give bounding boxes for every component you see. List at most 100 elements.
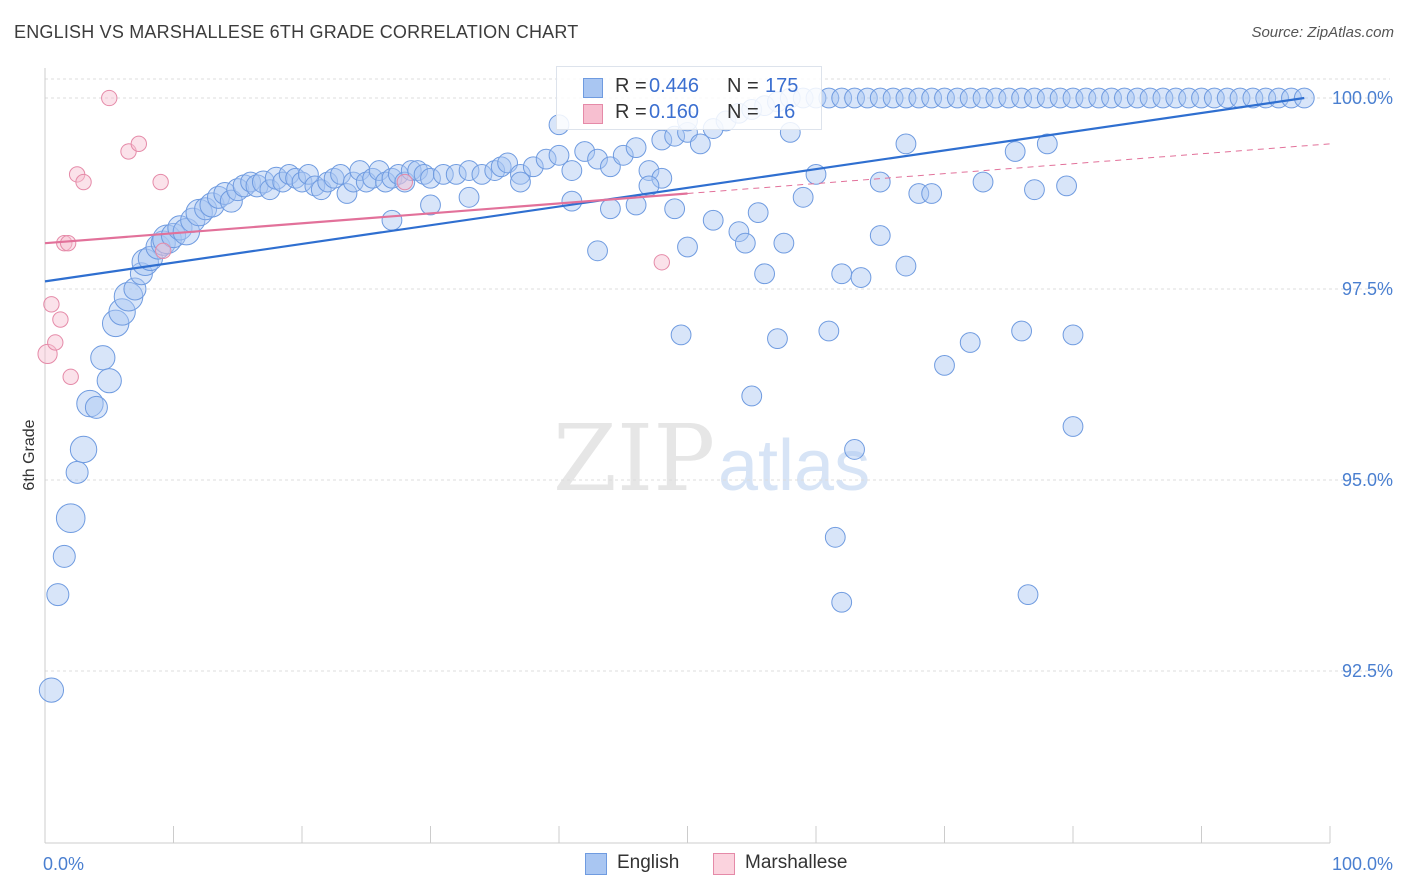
english-point bbox=[1004, 141, 1026, 162]
english-point bbox=[651, 129, 673, 151]
marshallese-point bbox=[653, 254, 670, 271]
stats-row-english: R = 0.446 N = 175 bbox=[557, 75, 821, 99]
watermark-zip: ZIP bbox=[553, 405, 715, 512]
english-point bbox=[946, 87, 968, 109]
english-point bbox=[510, 164, 531, 185]
r-value: 0.446 bbox=[649, 75, 700, 97]
marshallese-point bbox=[155, 242, 172, 259]
english-legend-swatch bbox=[585, 853, 607, 875]
english-point bbox=[1017, 584, 1039, 605]
english-point bbox=[612, 144, 634, 166]
english-point bbox=[1165, 87, 1187, 109]
english-point bbox=[574, 141, 596, 162]
english-point bbox=[1075, 87, 1097, 109]
english-point bbox=[1152, 87, 1174, 109]
english-point bbox=[65, 460, 89, 484]
english-point bbox=[1242, 87, 1264, 109]
english-point bbox=[381, 209, 403, 231]
english-point bbox=[471, 164, 493, 185]
english-point bbox=[773, 232, 795, 254]
marshallese-point bbox=[43, 296, 60, 313]
english-point bbox=[490, 156, 512, 178]
marshallese-point bbox=[52, 311, 69, 328]
n-label: N = bbox=[727, 101, 759, 123]
english-point bbox=[219, 189, 243, 213]
marshallese-swatch bbox=[583, 104, 603, 124]
english-point bbox=[400, 160, 422, 181]
n-label: N = bbox=[727, 75, 759, 97]
english-point bbox=[831, 87, 853, 109]
marshallese-legend-swatch bbox=[713, 853, 735, 875]
english-point bbox=[869, 225, 891, 246]
english-point bbox=[259, 179, 281, 201]
english-point bbox=[561, 160, 583, 181]
marshallese-points bbox=[37, 89, 670, 386]
english-point bbox=[1062, 87, 1084, 109]
watermark-atlas: atlas bbox=[718, 426, 870, 506]
english-point bbox=[857, 87, 878, 109]
english-point bbox=[298, 164, 319, 185]
english-point bbox=[767, 328, 788, 350]
english-point bbox=[317, 171, 339, 193]
english-point bbox=[998, 87, 1020, 109]
english-point bbox=[1056, 175, 1077, 197]
stats-legend: R = 0.446 N = 175 R = 0.160 N = 16 bbox=[556, 66, 822, 130]
english-point bbox=[90, 345, 116, 371]
english-point bbox=[972, 171, 994, 193]
chart-title: ENGLISH VS MARSHALLESE 6TH GRADE CORRELA… bbox=[14, 22, 579, 42]
english-point bbox=[46, 583, 70, 607]
english-point bbox=[1062, 324, 1084, 346]
english-point bbox=[831, 263, 853, 285]
english-point bbox=[670, 324, 692, 346]
english-point bbox=[535, 148, 557, 170]
english-point bbox=[689, 133, 711, 155]
english-points bbox=[38, 87, 1315, 703]
english-point bbox=[1088, 87, 1110, 109]
y-tick-label: 92.5% bbox=[1342, 661, 1393, 681]
english-point bbox=[1139, 87, 1161, 109]
english-point bbox=[1049, 87, 1071, 109]
english-point bbox=[921, 183, 943, 204]
watermark: ZIP atlas bbox=[553, 405, 870, 512]
n-value: 175 bbox=[765, 75, 799, 97]
english-point bbox=[959, 332, 981, 353]
english-point bbox=[921, 87, 943, 109]
english-point bbox=[1024, 179, 1045, 201]
english-point bbox=[831, 591, 853, 613]
legend-label-marshallese: Marshallese bbox=[745, 852, 848, 873]
english-point bbox=[792, 186, 814, 208]
english-point bbox=[677, 236, 698, 258]
english-point bbox=[108, 298, 136, 326]
english-point bbox=[52, 544, 76, 568]
english-point bbox=[895, 255, 917, 277]
y-tick-label: 95.0% bbox=[1342, 470, 1393, 490]
english-point bbox=[625, 137, 647, 159]
english-point bbox=[1024, 87, 1045, 109]
r-value: 0.160 bbox=[649, 101, 700, 123]
english-point bbox=[1126, 87, 1148, 109]
english-point bbox=[375, 171, 396, 193]
marshallese-point bbox=[47, 334, 64, 351]
english-point bbox=[844, 87, 865, 109]
english-point bbox=[600, 198, 621, 220]
marshallese-point bbox=[75, 173, 92, 191]
r-label: R = bbox=[615, 75, 647, 97]
english-point bbox=[587, 148, 608, 170]
english-point bbox=[638, 160, 660, 181]
english-point bbox=[84, 395, 108, 419]
marshallese-point bbox=[152, 173, 169, 191]
english-trend-line bbox=[44, 96, 1305, 283]
marshallese-point bbox=[130, 135, 147, 153]
english-point bbox=[882, 87, 904, 109]
english-point bbox=[278, 164, 300, 185]
marshallese-point bbox=[59, 234, 77, 252]
english-point bbox=[458, 160, 480, 181]
x-tick-label: 0.0% bbox=[43, 854, 84, 874]
english-point bbox=[934, 87, 955, 109]
english-point bbox=[1114, 87, 1135, 109]
english-point bbox=[38, 677, 65, 703]
y-tick-label: 97.5% bbox=[1342, 279, 1393, 299]
english-point bbox=[818, 320, 840, 342]
english-point bbox=[1036, 87, 1058, 109]
